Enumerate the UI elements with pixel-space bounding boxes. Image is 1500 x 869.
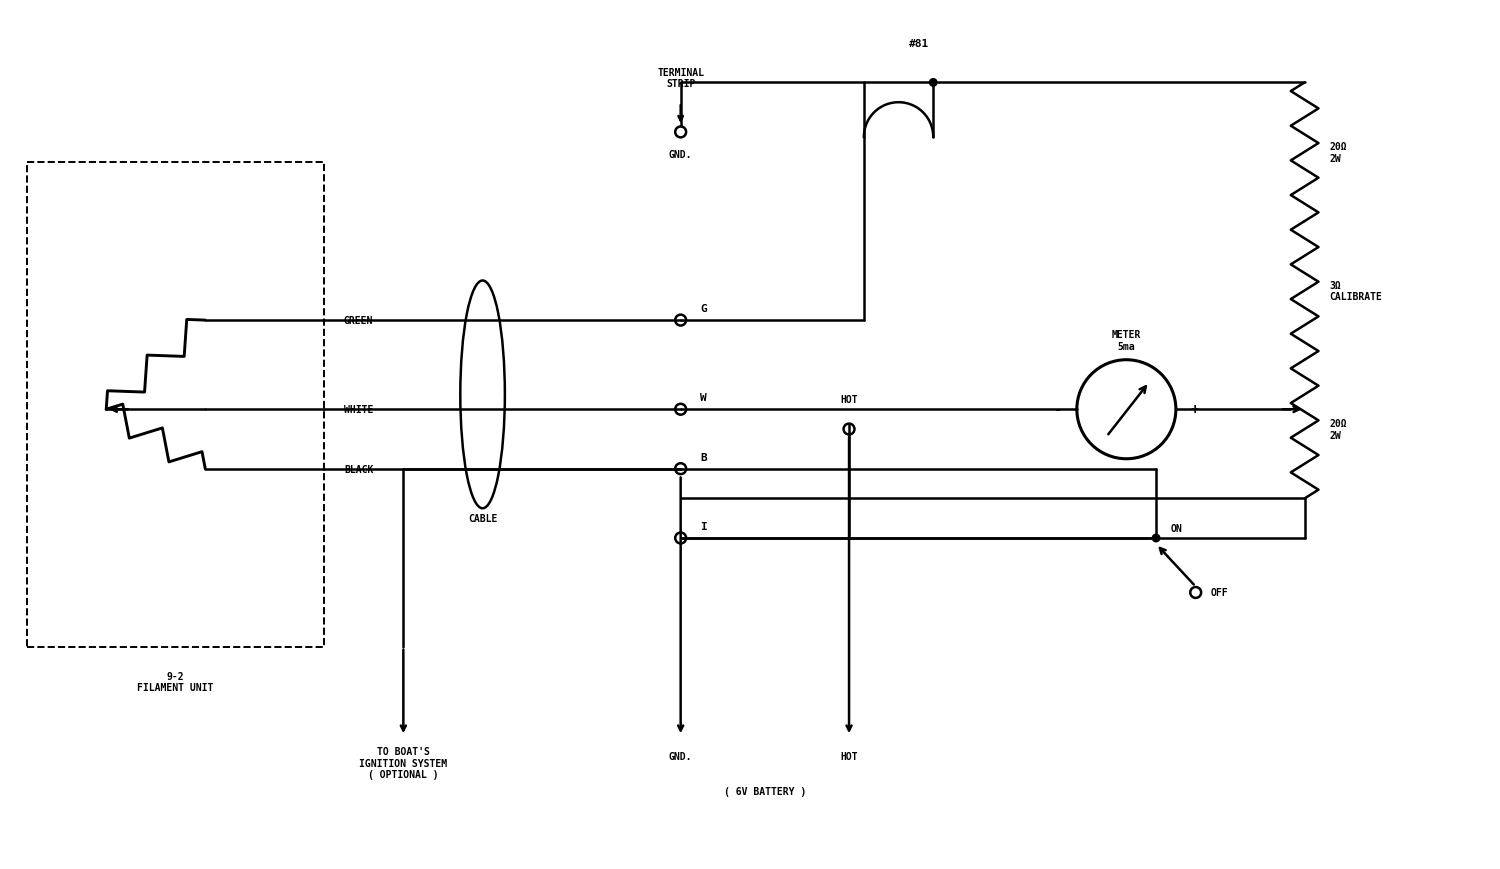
Text: HOT: HOT bbox=[840, 395, 858, 405]
Text: +: + bbox=[1191, 402, 1198, 417]
Text: METER
5ma: METER 5ma bbox=[1112, 329, 1142, 351]
Circle shape bbox=[928, 79, 938, 88]
Text: ON: ON bbox=[1172, 523, 1182, 534]
Text: W: W bbox=[700, 393, 706, 403]
Text: #81: #81 bbox=[909, 39, 928, 49]
Text: GREEN: GREEN bbox=[344, 315, 374, 326]
Text: 20Ω
2W: 20Ω 2W bbox=[1329, 142, 1347, 163]
Text: -: - bbox=[1053, 402, 1062, 417]
Bar bbox=[27, 163, 324, 647]
Text: TERMINAL
STRIP: TERMINAL STRIP bbox=[657, 68, 704, 90]
Text: ( 6V BATTERY ): ( 6V BATTERY ) bbox=[723, 786, 806, 796]
Circle shape bbox=[1152, 534, 1161, 543]
Text: WHITE: WHITE bbox=[344, 405, 374, 415]
Text: TO BOAT'S
IGNITION SYSTEM
( OPTIONAL ): TO BOAT'S IGNITION SYSTEM ( OPTIONAL ) bbox=[360, 746, 447, 779]
Text: G: G bbox=[700, 304, 706, 314]
Text: CABLE: CABLE bbox=[468, 514, 498, 524]
Text: I: I bbox=[700, 521, 706, 532]
Text: BLACK: BLACK bbox=[344, 464, 374, 474]
Text: OFF: OFF bbox=[1210, 587, 1228, 598]
Text: HOT: HOT bbox=[840, 751, 858, 761]
Text: 3Ω
CALIBRATE: 3Ω CALIBRATE bbox=[1329, 281, 1383, 302]
Text: 9-2
FILAMENT UNIT: 9-2 FILAMENT UNIT bbox=[138, 671, 213, 693]
Text: GND.: GND. bbox=[669, 149, 693, 160]
Text: GND.: GND. bbox=[669, 751, 693, 761]
Text: 20Ω
2W: 20Ω 2W bbox=[1329, 419, 1347, 441]
Text: B: B bbox=[700, 452, 706, 462]
